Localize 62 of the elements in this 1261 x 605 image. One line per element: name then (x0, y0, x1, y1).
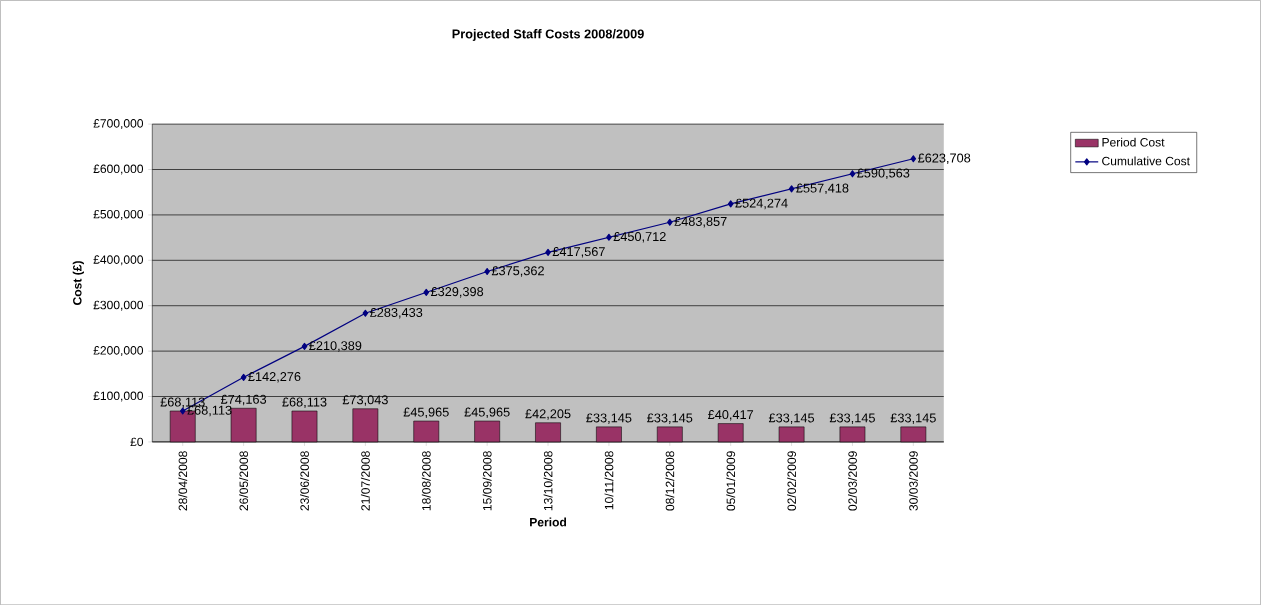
legend-label: Period Cost (1102, 137, 1165, 147)
y-tick-label: £100,000 (93, 391, 144, 402)
y-tick-label: £200,000 (93, 346, 144, 356)
point (545, 248, 551, 256)
data-label: £74,163 (220, 394, 267, 406)
legend-label: Cumulative Cost (1102, 156, 1190, 166)
data-label: £210,389 (309, 341, 362, 352)
y-tick-label: £400,000 (93, 255, 144, 266)
data-label: £375,362 (491, 266, 544, 277)
data-label: £483,857 (674, 216, 727, 228)
y-tick-label: £600,000 (93, 164, 144, 175)
x-tick-label: 02/03/2009 (848, 451, 857, 511)
data-label: £329,398 (430, 286, 484, 298)
y-tick-label: £0 (130, 437, 144, 447)
y-tick-label: £300,000 (93, 300, 144, 311)
data-label: £557,418 (796, 183, 849, 195)
point (484, 267, 490, 275)
point (606, 233, 612, 241)
data-label: £45,965 (403, 407, 449, 418)
data-label: £142,276 (248, 371, 301, 383)
x-axis-title: Period (530, 517, 567, 527)
x-tick-label: 05/01/2009 (726, 451, 736, 511)
x-tick-label: 30/03/2009 (908, 451, 918, 511)
x-tick-label: 28/04/2008 (178, 451, 188, 511)
data-label: £45,965 (464, 407, 510, 418)
data-label: £524,274 (735, 198, 788, 210)
chart-title: Projected Staff Costs 2008/2009 (452, 28, 644, 41)
data-label: £33,145 (890, 413, 936, 424)
x-tick-label: 15/09/2008 (482, 451, 492, 511)
point (727, 200, 734, 208)
y-tick-label: £700,000 (93, 119, 144, 129)
data-label: £33,145 (647, 413, 693, 424)
data-label: £450,712 (613, 231, 666, 243)
data-label: £73,043 (342, 395, 388, 406)
x-tick-label: 26/05/2008 (239, 451, 249, 511)
point (849, 170, 856, 178)
data-label: £68,113 (282, 397, 327, 408)
data-label: £33,145 (768, 413, 815, 424)
data-label: £42,205 (525, 409, 571, 420)
x-tick-label: 18/08/2008 (421, 451, 431, 511)
point (423, 288, 430, 296)
point (666, 218, 673, 226)
point (910, 155, 917, 163)
x-tick-label: 13/10/2008 (543, 451, 553, 511)
x-tick-label: 02/02/2009 (787, 451, 797, 511)
data-label: £40,417 (708, 409, 754, 421)
data-label: £623,708 (917, 153, 971, 164)
point (240, 373, 247, 381)
x-tick-label: 10/11/2008 (604, 451, 614, 510)
point (788, 185, 795, 193)
x-tick-label: 21/07/2008 (360, 451, 370, 511)
x-tick-label: 08/12/2008 (665, 451, 675, 511)
data-label: £33,145 (586, 413, 632, 424)
data-label: £417,567 (552, 246, 605, 258)
point (362, 309, 369, 317)
y-tick-label: £500,000 (93, 209, 144, 220)
point (301, 342, 308, 350)
y-axis-title: Cost (£) (72, 261, 84, 305)
data-label: £33,145 (829, 413, 875, 424)
data-label: £590,563 (857, 168, 910, 179)
x-tick-label: 23/06/2008 (300, 451, 309, 511)
data-label: £283,433 (370, 307, 423, 319)
